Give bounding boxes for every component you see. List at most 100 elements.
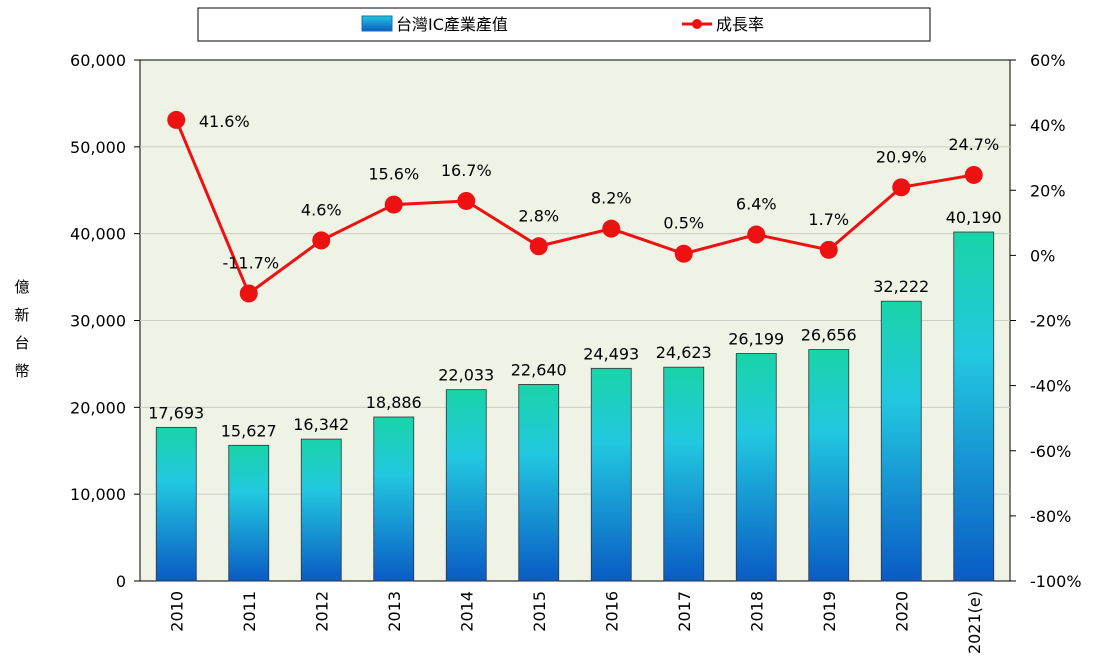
- legend: 台灣IC產業產值 成長率: [197, 7, 931, 42]
- bar: [735, 353, 777, 582]
- bar: [808, 349, 850, 582]
- x-tick-label: 2019: [820, 591, 839, 632]
- x-tick: 2018: [747, 591, 766, 632]
- bar-value-label: 17,693: [148, 403, 204, 422]
- y-axis-title-char: 億: [14, 278, 29, 296]
- x-tick-label: 2016: [602, 591, 621, 632]
- legend-swatch-bar: [361, 15, 393, 32]
- y2-tick-label: 60%: [1030, 51, 1066, 70]
- y-tick-label: 40,000: [70, 225, 126, 244]
- y-axis-title-char: 幣: [14, 362, 29, 380]
- y2-tick-label: -60%: [1030, 442, 1071, 461]
- y-tick-label: 60,000: [70, 51, 126, 70]
- growth-value-label: 6.4%: [736, 195, 777, 214]
- growth-value-label: 0.5%: [663, 214, 704, 233]
- y-tick-label: 0: [116, 572, 126, 591]
- growth-marker: [384, 195, 403, 214]
- x-tick-label: 2018: [747, 591, 766, 632]
- bars: [155, 231, 995, 582]
- bar-value-label: 26,199: [728, 330, 784, 349]
- y-tick-label: 10,000: [70, 485, 126, 504]
- bar-value-label: 32,222: [873, 277, 929, 296]
- bar-value-label: 22,033: [438, 366, 494, 385]
- growth-marker: [747, 225, 766, 244]
- growth-marker: [892, 178, 911, 197]
- gridlines: [140, 146, 1010, 495]
- x-tick: 2014: [457, 591, 476, 632]
- growth-marker: [239, 284, 258, 303]
- x-tick-label: 2013: [385, 591, 404, 632]
- y-axis-title-char: 台: [14, 334, 29, 352]
- legend-swatch-marker: [692, 19, 702, 29]
- bar: [155, 426, 197, 582]
- y-axis-left: 0 10,000 20,000 30,000 40,000 50,000 60,000: [70, 51, 140, 591]
- bar: [228, 444, 270, 582]
- x-tick: 2019: [820, 591, 839, 632]
- bar-labels: 17,693 15,627 16,342 18,886 22,033 22,640 24,4…: [148, 208, 1001, 440]
- x-tick-label: 2017: [675, 591, 694, 632]
- x-tick: 2012: [312, 591, 331, 632]
- growth-value-label: 4.6%: [301, 200, 342, 219]
- bar: [445, 389, 487, 582]
- legend-label-bar: 台灣IC產業產值: [396, 15, 508, 34]
- growth-line: [167, 110, 983, 303]
- bar-value-label: 26,656: [801, 326, 857, 345]
- legend-label-line: 成長率: [716, 15, 764, 34]
- growth-value-label: 16.7%: [441, 161, 492, 180]
- growth-value-label: 2.8%: [518, 206, 559, 225]
- growth-value-label: 8.2%: [591, 189, 632, 208]
- y2-tick-label: 40%: [1030, 116, 1066, 135]
- bar: [518, 384, 560, 582]
- growth-marker: [674, 244, 693, 263]
- growth-marker: [964, 165, 983, 184]
- bar-value-label: 22,640: [511, 360, 567, 379]
- x-tick-label: 2021(e): [965, 591, 984, 654]
- bar-value-label: 15,627: [221, 421, 277, 440]
- y2-tick-label: -80%: [1030, 507, 1071, 526]
- bar: [880, 300, 922, 582]
- growth-value-label: 24.7%: [948, 135, 999, 154]
- x-tick: 2010: [167, 591, 186, 632]
- bar-value-label: 40,190: [946, 208, 1002, 227]
- growth-value-label: 15.6%: [368, 165, 419, 184]
- growth-marker: [602, 219, 621, 238]
- growth-value-label: 20.9%: [876, 147, 927, 166]
- growth-value-label: 41.6%: [199, 112, 250, 131]
- x-tick: 2011: [240, 591, 259, 632]
- x-tick-label: 2011: [240, 591, 259, 632]
- growth-marker: [457, 191, 476, 210]
- x-tick-label: 2015: [530, 591, 549, 632]
- growth-value-label: 1.7%: [808, 210, 849, 229]
- bar-value-label: 16,342: [293, 415, 349, 434]
- y-tick-label: 50,000: [70, 138, 126, 157]
- growth-marker: [529, 237, 548, 256]
- x-tick: 2013: [385, 591, 404, 632]
- bar: [663, 366, 705, 582]
- bar: [590, 367, 632, 582]
- y-tick-label: 30,000: [70, 312, 126, 331]
- legend-frame: [197, 7, 931, 42]
- x-tick-label: 2012: [312, 591, 331, 632]
- x-tick: 2015: [530, 591, 549, 632]
- x-tick-label: 2014: [457, 591, 476, 632]
- growth-marker: [819, 240, 838, 259]
- y2-tick-label: -40%: [1030, 377, 1071, 396]
- bar-value-label: 24,493: [583, 344, 639, 363]
- growth-marker: [312, 231, 331, 250]
- bar-value-label: 24,623: [656, 343, 712, 362]
- y2-tick-label: 0%: [1030, 246, 1055, 265]
- bar: [953, 231, 995, 582]
- growth-value-label: -11.7%: [222, 253, 279, 272]
- y2-tick-label: -100%: [1030, 572, 1082, 591]
- x-tick: 2021(e): [965, 591, 984, 654]
- x-tick-label: 2020: [892, 591, 911, 632]
- y2-tick-label: 20%: [1030, 181, 1066, 200]
- bar: [300, 438, 342, 582]
- x-tick: 2016: [602, 591, 621, 632]
- y-axis-right: -100% -80% -60% -40% -20% 0% 20% 40% 60%: [1010, 51, 1082, 591]
- y-tick-label: 20,000: [70, 398, 126, 417]
- line-labels: 41.6% -11.7% 4.6% 15.6% 16.7% 2.8% 8.2% 0.5% 6.4…: [199, 112, 999, 273]
- y2-tick-label: -20%: [1030, 312, 1071, 331]
